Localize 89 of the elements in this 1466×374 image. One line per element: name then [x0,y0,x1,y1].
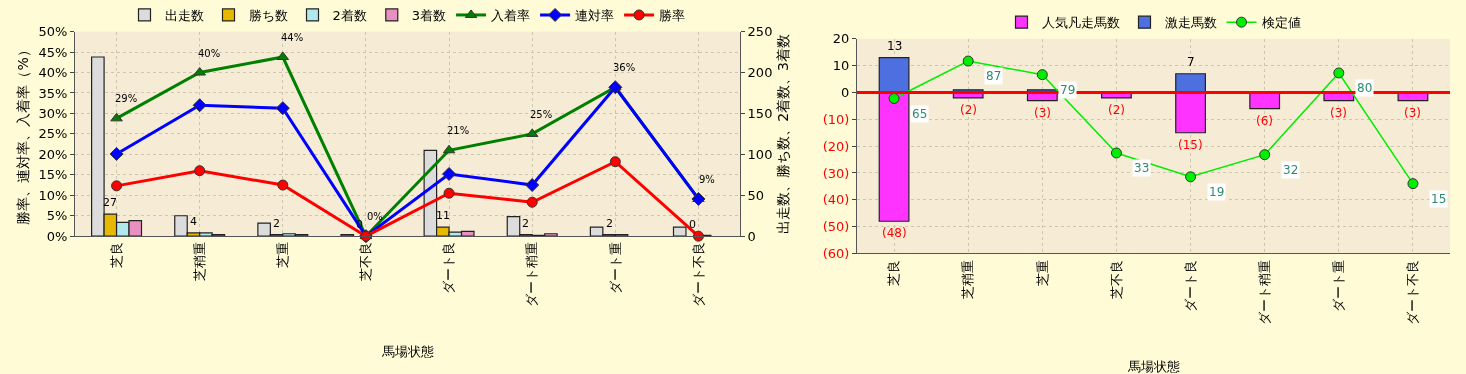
data-label: 21% [447,125,470,136]
data-label: 4 [190,215,197,228]
data-label: 29% [115,93,138,104]
data-label: (3) [1034,106,1051,120]
data-label: 13 [887,39,903,53]
data-label: (2) [960,103,977,117]
data-label: (15) [1178,138,1203,152]
legend-label: 連対率 [575,8,615,24]
data-label: 2 [273,217,280,230]
data-label: 44% [281,32,304,43]
y-tick-label: (10) [822,111,850,127]
y-tick-label: (50) [822,219,850,235]
legend-label: 激走馬数 [1164,15,1217,31]
x-tick-label: 芝不良 [1108,259,1124,299]
y-tick-label: 15% [38,167,68,183]
y-tick-label: 30% [38,106,68,122]
data-label: 40% [198,48,221,59]
data-label: 15 [1431,192,1447,206]
x-tick-label: ダート重 [1331,259,1347,312]
data-label: 0% [367,211,383,222]
data-label: 11 [436,209,450,222]
data-label: (3) [1330,106,1347,120]
x-tick-label: 芝良 [108,242,124,269]
y-tick-label: 20 [832,31,850,47]
y2-tick-label: 0 [747,228,756,244]
data-label: 2 [606,217,613,230]
data-label: 33 [1134,161,1150,175]
y-tick-label: (30) [822,165,850,181]
x-tick-label: ダート良 [1182,259,1198,312]
data-label: 0 [689,218,696,231]
legend-label: 3着数 [411,8,447,24]
x-axis-title: 馬場状態 [380,343,434,359]
x-tick-label: ダート不良 [1405,259,1421,325]
y-tick-label: (60) [822,246,850,262]
y-tick-label: 45% [38,44,68,60]
data-label: (6) [1256,114,1273,128]
data-label: 36% [613,62,636,73]
legend-label: 勝率 [659,8,686,24]
y2-tick-label: 200 [747,65,773,81]
x-tick-label: 芝稍重 [191,242,207,282]
data-label: 9% [699,174,715,185]
y-axis-title: 勝率、連対率、入着率（%） [15,43,32,225]
y-tick-label: 35% [38,85,68,101]
y2-tick-label: 50 [747,187,765,203]
y-tick-label: 10 [832,58,850,74]
x-tick-label: 芝重 [275,242,291,269]
data-label: 25% [530,109,553,120]
y2-tick-label: 250 [747,24,773,40]
legend-label: 勝ち数 [248,8,288,24]
data-label: 19 [1209,185,1225,199]
data-label: 80 [1357,81,1373,95]
y-tick-label: 50% [38,24,68,40]
y-tick-label: (40) [822,192,850,208]
y-tick-label: 40% [38,65,68,81]
data-label: 0 [356,218,363,231]
data-label: 87 [986,69,1002,83]
x-tick-label: ダート不良 [690,242,706,308]
y2-axis-title: 出走数、勝ち数、2着数、3着数 [774,34,791,234]
y-tick-label: 5% [46,208,68,224]
y-tick-label: 0 [841,85,850,101]
x-tick-label: 芝不良 [358,242,374,282]
x-tick-label: ダート重 [607,242,623,295]
y-tick-label: 0% [46,228,68,244]
legend-label: 人気凡走馬数 [1041,15,1120,31]
data-label: 7 [1187,55,1195,69]
data-label: 2 [522,217,529,230]
x-tick-label: 芝重 [1034,259,1050,286]
x-tick-label: ダート良 [441,242,457,295]
x-tick-label: ダート稍重 [1256,259,1272,325]
data-label: 79 [1060,83,1076,97]
data-label: (3) [1404,106,1421,120]
x-axis-title: 馬場状態 [1126,359,1180,374]
data-label: 32 [1283,163,1299,177]
legend-label: 入着率 [491,8,531,24]
y2-tick-label: 150 [747,106,773,122]
x-tick-label: 芝稍重 [960,259,976,299]
y-tick-label: 20% [38,146,68,162]
legend-label: 出走数 [164,8,204,24]
y-tick-label: (20) [822,138,850,154]
legend-label: 検定値 [1261,15,1301,31]
data-label: (48) [882,226,907,240]
y2-tick-label: 100 [747,146,773,162]
x-tick-label: ダート稍重 [524,242,540,308]
data-label: 65 [912,107,928,121]
legend-label: 2着数 [332,8,367,24]
data-label: (2) [1108,103,1125,117]
x-tick-label: 芝良 [886,259,902,286]
y-tick-label: 10% [38,187,68,203]
y-tick-label: 25% [38,126,68,142]
